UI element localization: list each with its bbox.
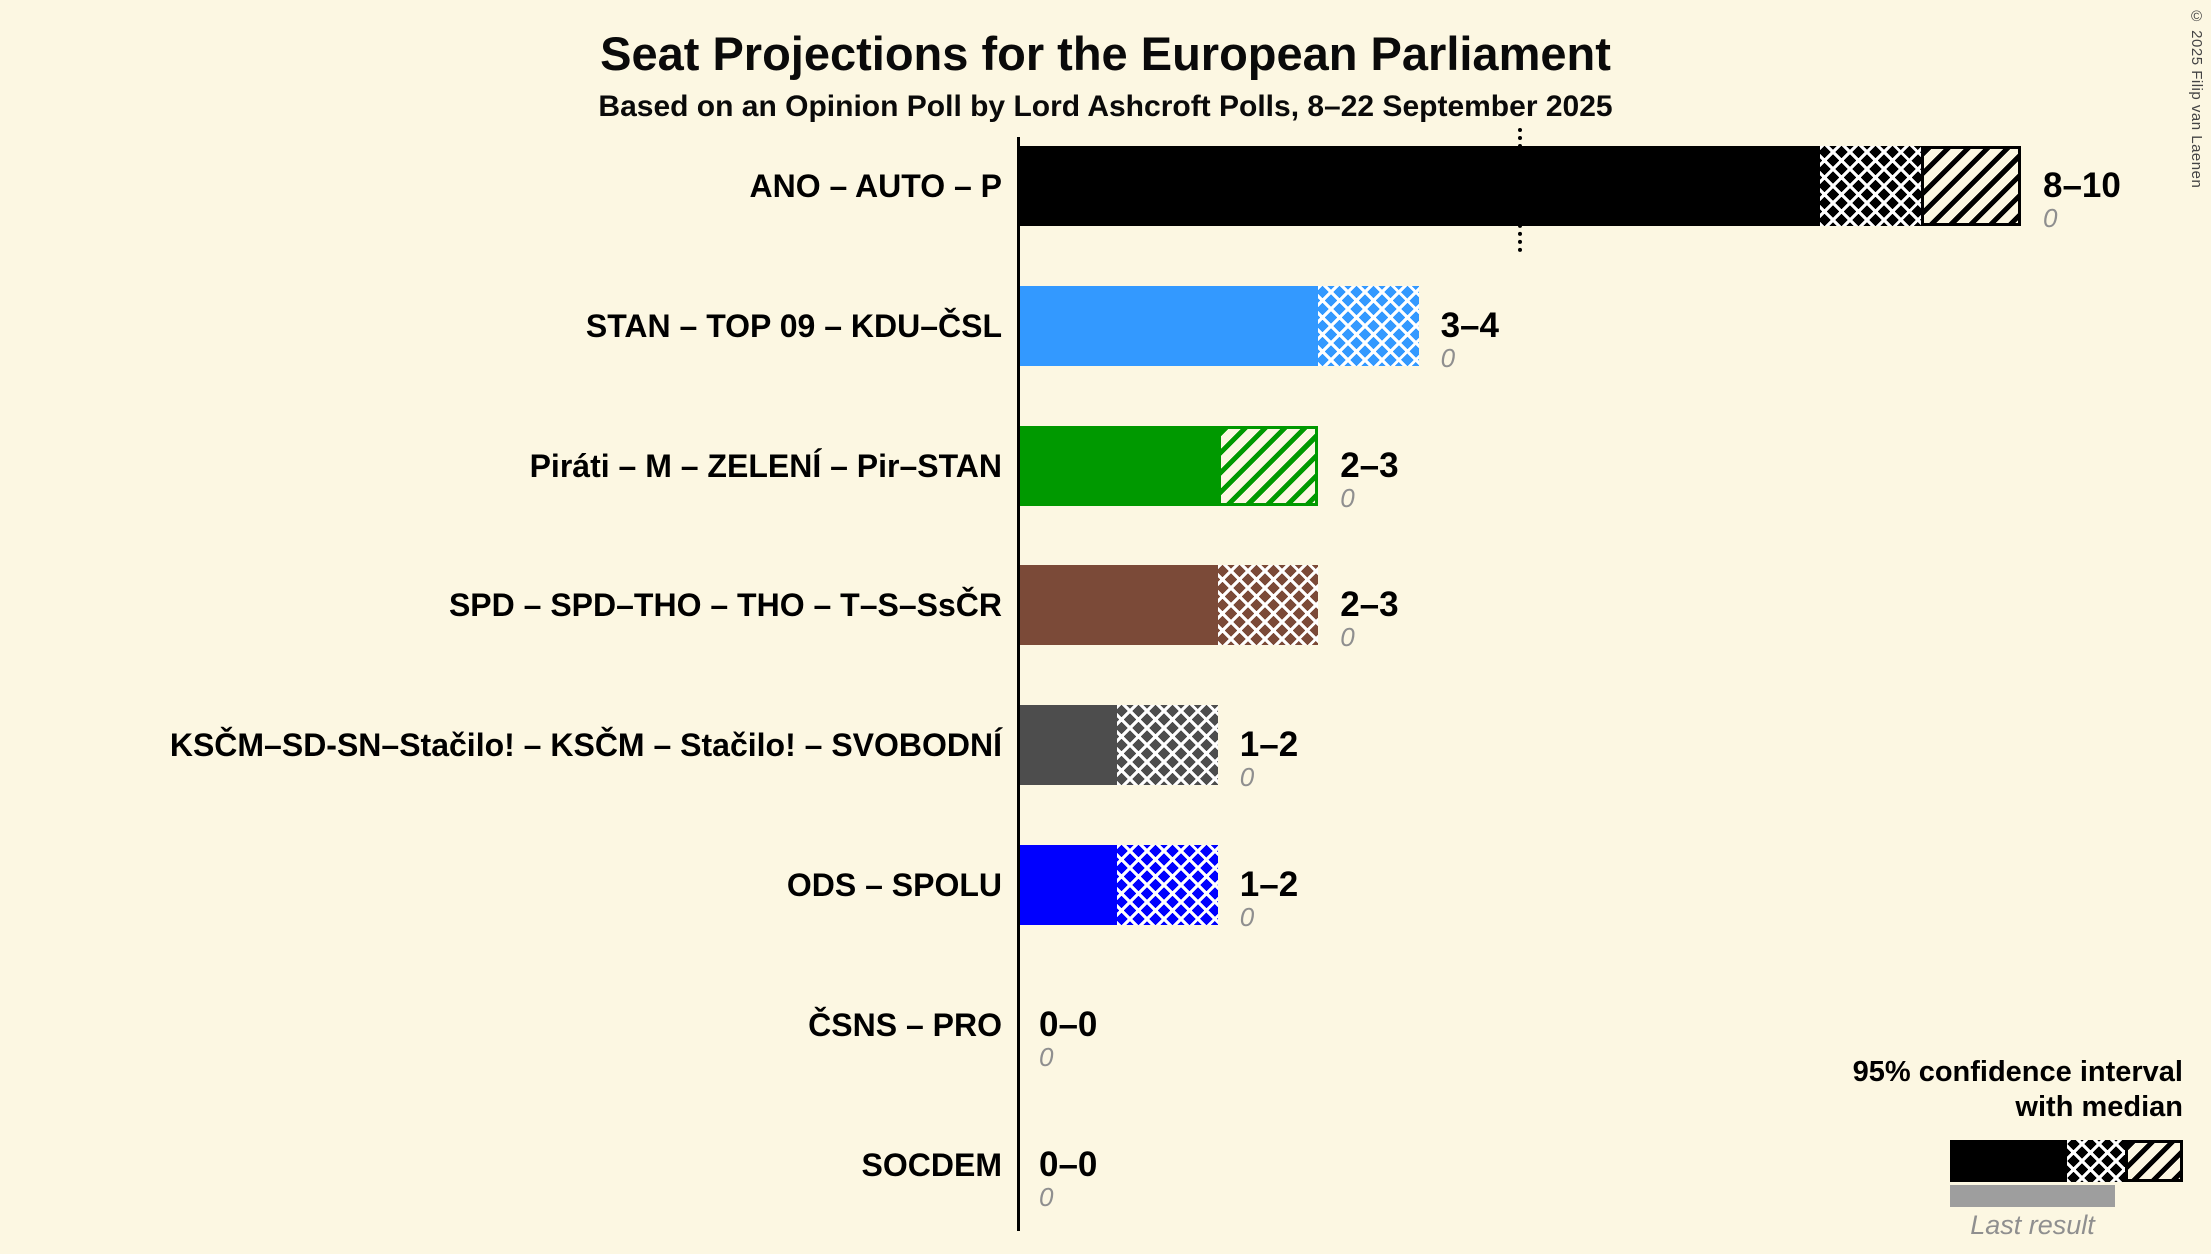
confidence-bar	[1017, 845, 1218, 925]
legend-ci-upper-segment	[2125, 1140, 2183, 1182]
party-label: SOCDEM	[861, 1146, 1002, 1183]
ci-median-segment	[1318, 285, 1419, 366]
legend-ci-sample	[1950, 1140, 2183, 1182]
ci-lower-segment	[1017, 425, 1218, 506]
ci-median-segment	[1117, 705, 1218, 786]
last-result-value: 0	[1440, 342, 1456, 373]
party-label: Piráti – M – ZELENÍ – Pir–STAN	[529, 447, 1002, 484]
party-label: ČSNS – PRO	[808, 1006, 1002, 1043]
seat-range-label: 2–3	[1340, 445, 1399, 485]
legend-last-result-label: Last result	[1970, 1210, 2095, 1240]
seat-range-label: 0–0	[1039, 1144, 1098, 1184]
last-result-value: 0	[1039, 1041, 1054, 1072]
last-result-value: 0	[2043, 203, 2058, 233]
chart-title: Seat Projections for the European Parlia…	[600, 27, 1611, 80]
chart-subtitle: Based on an Opinion Poll by Lord Ashcrof…	[598, 90, 1613, 123]
party-label: KSČM–SD-SN–Stačilo! – KSČM – Stačilo! – …	[169, 727, 1002, 764]
ci-upper-segment	[1217, 425, 1319, 506]
legend-ci-median-segment	[2067, 1140, 2125, 1182]
party-label: ODS – SPOLU	[786, 867, 1002, 903]
x-axis-line	[1017, 137, 1020, 1231]
confidence-bar	[1017, 425, 1319, 506]
ci-median-segment	[1820, 146, 1921, 226]
last-result-value: 0	[1340, 482, 1355, 513]
ci-median-segment	[1117, 845, 1218, 925]
last-result-value: 0	[1340, 622, 1355, 653]
last-result-value: 0	[1239, 762, 1255, 793]
party-label: ANO – AUTO – P	[749, 168, 1003, 204]
legend-ci-label-line1: 95% confidence interval	[1852, 1056, 2183, 1088]
seat-range-label: 2–3	[1340, 585, 1399, 625]
ci-lower-segment	[1017, 285, 1319, 366]
ci-lower-segment	[1017, 146, 1821, 226]
ci-upper-segment	[1920, 146, 2021, 226]
seat-range-label: 1–2	[1239, 865, 1299, 904]
copyright-notice: © 2025 Filip van Laenen	[2188, 8, 2205, 189]
seat-range-label: 3–4	[1440, 305, 1499, 345]
party-label: SPD – SPD–THO – THO – T–S–SsČR	[448, 587, 1002, 624]
legend-last-result-bar	[1950, 1185, 2115, 1207]
ci-lower-segment	[1017, 845, 1118, 925]
confidence-bar	[1017, 705, 1218, 786]
ci-lower-segment	[1017, 705, 1118, 786]
confidence-bar	[1017, 285, 1419, 366]
ci-median-segment	[1217, 565, 1319, 646]
legend-ci-label-line2: with median	[2015, 1091, 2183, 1123]
seat-range-label: 0–0	[1039, 1004, 1098, 1044]
ci-lower-segment	[1017, 565, 1218, 646]
last-result-value: 0	[1039, 1181, 1054, 1212]
confidence-bar	[1017, 565, 1319, 646]
legend-ci-lower-segment	[1950, 1140, 2067, 1182]
confidence-bar	[1017, 146, 2021, 226]
seat-range-label: 1–2	[1239, 725, 1299, 765]
last-result-value: 0	[1239, 902, 1255, 932]
seat-range-label: 8–10	[2043, 166, 2121, 205]
party-label: STAN – TOP 09 – KDU–ČSL	[585, 307, 1002, 344]
